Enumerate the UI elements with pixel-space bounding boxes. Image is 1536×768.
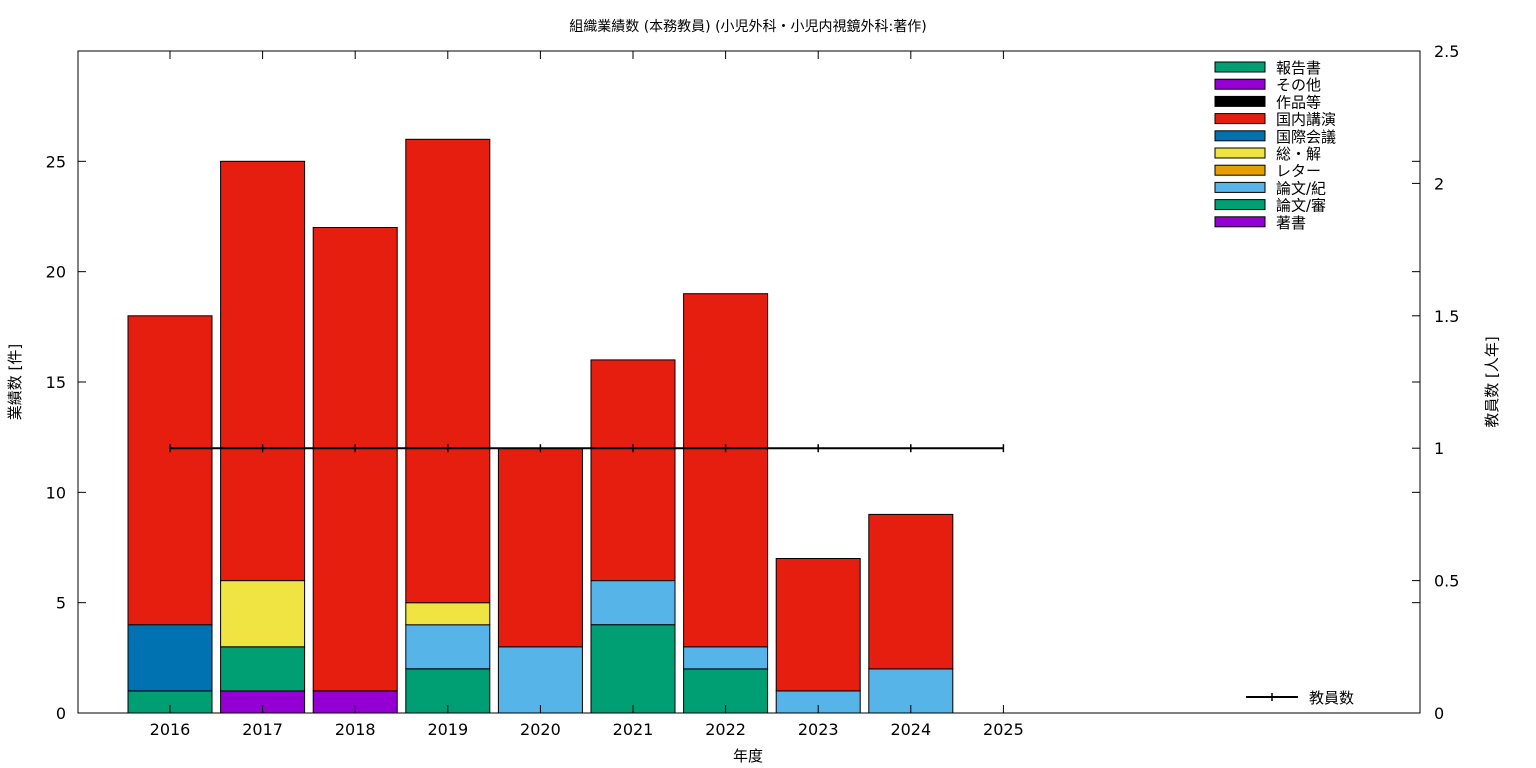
bar-segment <box>220 580 306 648</box>
legend-swatch <box>1214 61 1266 73</box>
bar-segment <box>590 580 676 626</box>
legend-swatch <box>1214 164 1266 176</box>
x-tick-label: 2024 <box>890 720 931 739</box>
x-tick-label: 2022 <box>705 720 746 739</box>
y2-axis-label: 教員数 [人年] <box>1483 336 1501 427</box>
line-legend-label: 教員数 <box>1309 689 1354 707</box>
legend-swatch <box>1214 216 1266 228</box>
legend-label: 論文/紀 <box>1276 179 1326 197</box>
x-axis: 2016 2017 2018 2019 2020 2021 2022 2023 2024 2025 <box>150 51 1024 739</box>
line-legend: 教員数 <box>1246 689 1354 707</box>
bar-segment <box>312 227 398 692</box>
y-tick-label: 0 <box>56 704 66 723</box>
x-axis-label: 年度 <box>733 747 763 765</box>
bar-segment <box>590 359 676 582</box>
legend-label: 作品等 <box>1276 93 1321 111</box>
legend-label: 国際会議 <box>1276 128 1336 146</box>
bar-segment <box>868 513 954 670</box>
legend-label: 著書 <box>1276 214 1306 232</box>
bar-segment <box>220 646 306 692</box>
legend-swatch <box>1214 113 1266 125</box>
legend-swatch <box>1214 147 1266 159</box>
x-tick-label: 2025 <box>983 720 1024 739</box>
chart-title: 組織業績数 (本務教員) (小児外科・小児内視鏡外科:著作) <box>569 19 926 35</box>
y2-tick-label: 1 <box>1434 439 1444 458</box>
legend-label: 論文/審 <box>1276 197 1326 215</box>
bar-segment <box>405 602 491 626</box>
legend-label: レター <box>1276 162 1321 180</box>
y2-tick-label: 1.5 <box>1434 307 1459 326</box>
bar-segment <box>405 624 491 670</box>
legend-label: 総・解 <box>1276 145 1321 163</box>
teacher-count-line-layer <box>169 444 1005 453</box>
legend-swatch <box>1214 95 1266 107</box>
x-tick-label: 2023 <box>798 720 839 739</box>
x-tick-label: 2019 <box>427 720 468 739</box>
y-tick-label: 25 <box>46 152 66 171</box>
y-axis-label: 業績数 [件] <box>6 344 24 420</box>
bar-segment <box>683 293 769 648</box>
x-tick-label: 2016 <box>150 720 191 739</box>
x-tick-label: 2021 <box>613 720 654 739</box>
y2-tick-label: 0.5 <box>1434 572 1459 591</box>
y2-tick-label: 2 <box>1434 174 1444 193</box>
legend-swatch <box>1214 130 1266 142</box>
bar-segment <box>127 624 213 692</box>
legend-swatch <box>1214 78 1266 90</box>
bar-segment <box>405 138 491 604</box>
y-tick-label: 15 <box>46 373 66 392</box>
bar-segment <box>497 447 583 648</box>
y2-tick-label: 0 <box>1434 704 1444 723</box>
x-tick-label: 2018 <box>335 720 376 739</box>
legend-swatch <box>1214 199 1266 211</box>
bar-segment <box>683 646 769 670</box>
y-tick-label: 5 <box>56 594 66 613</box>
legend-label: 国内講演 <box>1276 111 1336 129</box>
bar-segment <box>497 646 583 714</box>
bar-segment <box>775 558 861 692</box>
legend-label: その他 <box>1276 76 1321 94</box>
bar-segment <box>590 624 676 714</box>
y2-tick-label: 2.5 <box>1434 42 1459 61</box>
y-tick-label: 20 <box>46 263 66 282</box>
y-tick-label: 10 <box>46 483 66 502</box>
bar-segment <box>127 315 213 626</box>
x-tick-label: 2017 <box>242 720 283 739</box>
x-tick-label: 2020 <box>520 720 561 739</box>
y2-axis: 0 0.5 1 1.5 2 2.5 <box>1412 42 1459 723</box>
legend-swatch <box>1214 181 1266 193</box>
legend-label: 報告書 <box>1276 59 1321 77</box>
bar-segment <box>220 160 306 582</box>
bars-layer <box>127 138 954 714</box>
